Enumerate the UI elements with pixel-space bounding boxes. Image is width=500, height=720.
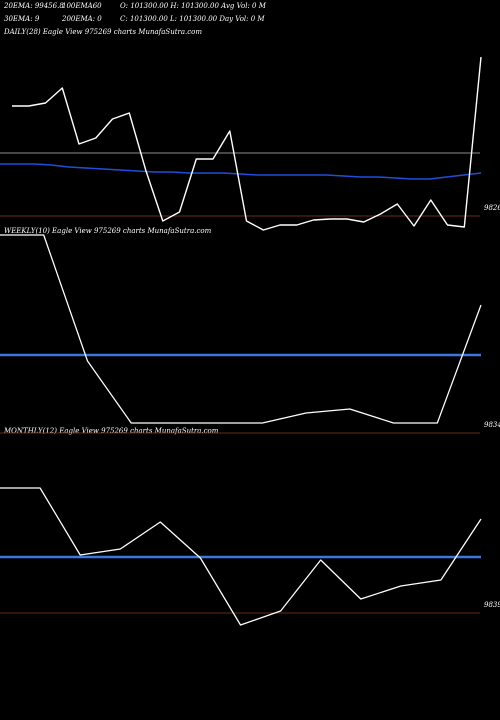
header-ema20: 20EMA: 99456.8: [4, 2, 64, 10]
weekly-panel-label: WEEKLY(10) Eagle View 975269 charts Muna…: [4, 227, 212, 235]
monthly-price-line: [0, 487, 482, 626]
weekly-price-line: [0, 234, 482, 424]
monthly-panel-label: MONTHLY(12) Eagle View 975269 charts Mun…: [4, 427, 219, 435]
daily-panel-label: DAILY(28) Eagle View 975269 charts Munaf…: [4, 28, 203, 36]
header-ohlc-2: C: 101300.00 L: 101300.00 Day Vol: 0 M: [120, 15, 265, 23]
header-ema200: 200EMA: 0: [62, 15, 102, 23]
header-ema100: 100EMA60: [62, 2, 102, 10]
daily-ema-line: [0, 163, 482, 180]
header-ema30: 30EMA: 9: [4, 15, 40, 23]
weekly-right-value-label: 9834: [484, 421, 500, 429]
header-ohlc-1: O: 101300.00 H: 101300.00 Avg Vol: 0 M: [120, 2, 266, 10]
daily-right-value-label: 9826: [484, 204, 500, 212]
daily-price-line: [12, 56, 482, 231]
